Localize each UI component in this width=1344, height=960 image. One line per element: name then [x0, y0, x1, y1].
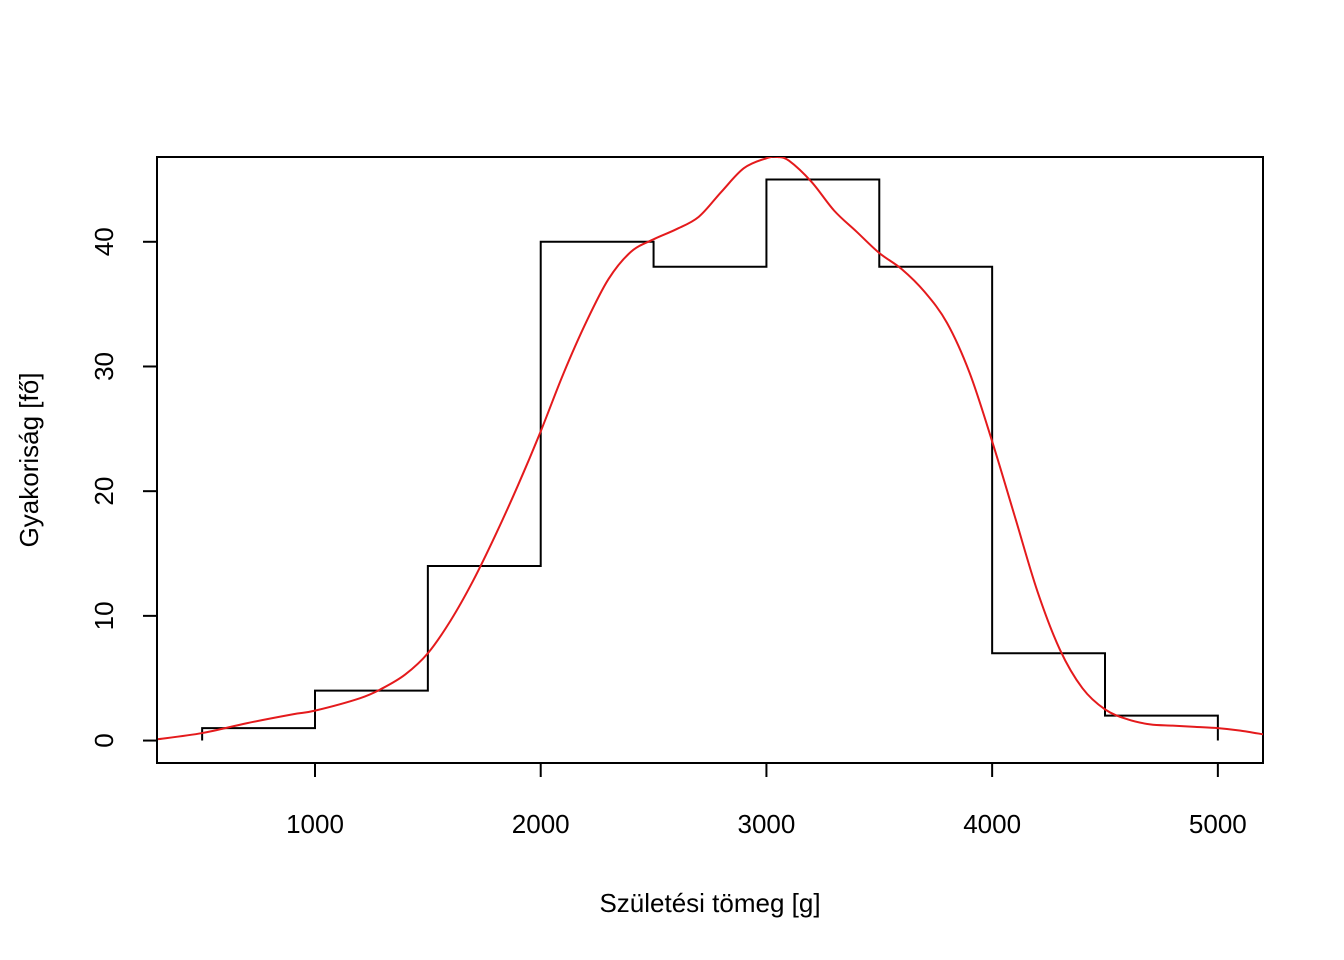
x-tick-label: 2000 [512, 809, 570, 839]
x-axis-label: Születési tömeg [g] [599, 888, 820, 918]
y-tick-label: 20 [89, 477, 119, 506]
x-tick-label: 4000 [963, 809, 1021, 839]
y-tick-label: 40 [89, 227, 119, 256]
y-tick-label: 30 [89, 352, 119, 381]
y-axis: 0 10 20 30 40 [89, 227, 158, 748]
histogram-step-line [201, 178, 1219, 741]
y-axis-label: Gyakoriság [fő] [14, 373, 44, 548]
x-axis: 1000 2000 3000 4000 5000 [286, 762, 1247, 839]
x-tick-label: 5000 [1189, 809, 1247, 839]
x-tick-label: 3000 [738, 809, 796, 839]
y-tick-label: 10 [89, 601, 119, 630]
y-tick-label: 0 [89, 733, 119, 747]
plot-frame [156, 156, 1264, 764]
density-line [157, 157, 1263, 741]
x-tick-label: 1000 [286, 809, 344, 839]
